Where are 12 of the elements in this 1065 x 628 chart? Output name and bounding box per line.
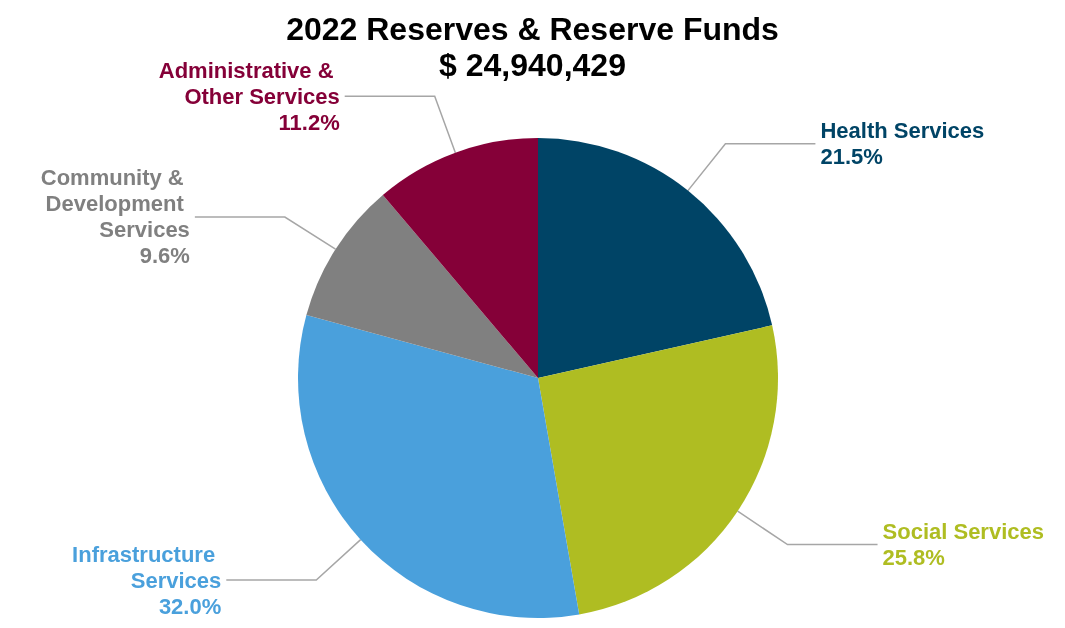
- chart-subtitle: $ 24,940,429: [439, 47, 626, 83]
- data-label: 25.8%: [882, 545, 945, 571]
- data-label: 9.6%: [139, 243, 190, 269]
- slice-label: Infrastructure Services: [72, 541, 222, 593]
- data-label: 32.0%: [158, 593, 222, 619]
- slice-label: Administrative & Other Services: [158, 57, 340, 109]
- slice-label: Community & Development Services: [40, 165, 190, 243]
- data-label: 11.2%: [278, 109, 340, 135]
- slice-label: Health Services: [820, 118, 985, 144]
- data-label: 21.5%: [820, 144, 883, 170]
- chart-title: 2022 Reserves & Reserve Funds: [286, 11, 779, 47]
- slice-label: Social Services: [882, 519, 1044, 545]
